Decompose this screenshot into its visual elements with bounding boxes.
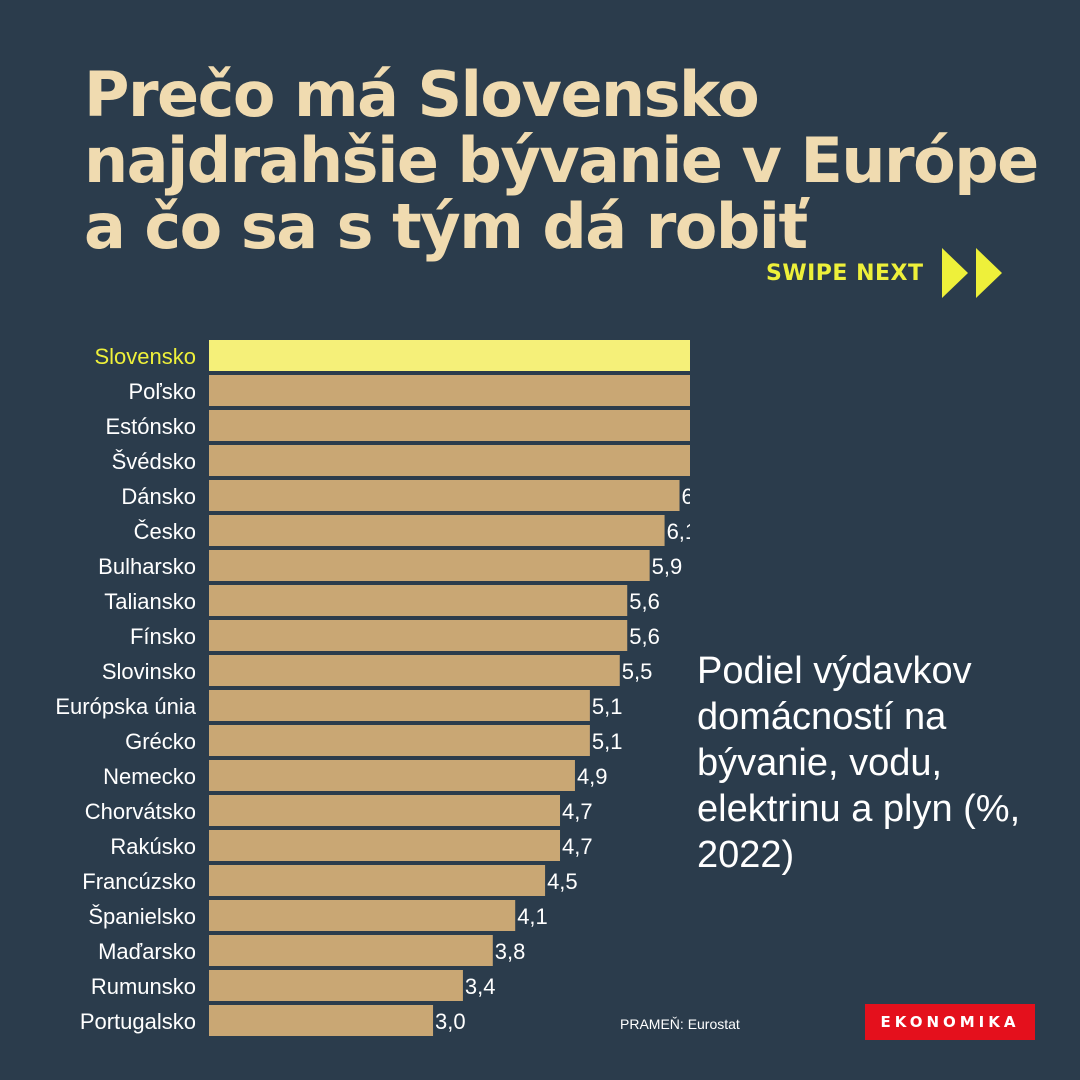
category-label-15: Rakúsko — [110, 834, 196, 859]
category-label-19: Rumunsko — [91, 974, 196, 999]
brand-logo: EKONOMIKA — [865, 1004, 1035, 1040]
category-label-5: Dánsko — [121, 484, 196, 509]
bar-10 — [209, 655, 620, 686]
swipe-next-button[interactable]: SWIPE NEXT — [766, 248, 1002, 298]
category-label-1: Slovensko — [94, 344, 196, 369]
bar-19 — [209, 970, 463, 1001]
category-label-14: Chorvátsko — [85, 799, 196, 824]
category-label-7: Bulharsko — [98, 554, 196, 579]
headline-line-1: Prečo má Slovensko — [84, 58, 760, 131]
bar-8 — [209, 585, 628, 616]
category-label-13: Nemecko — [103, 764, 196, 789]
bar-4 — [209, 445, 690, 476]
category-label-8: Taliansko — [104, 589, 196, 614]
value-label-12: 5,1 — [592, 729, 623, 754]
value-label-13: 4,9 — [577, 764, 608, 789]
value-label-19: 3,4 — [465, 974, 496, 999]
bar-3 — [209, 410, 690, 441]
headline-line-3: a čo sa s tým dá robiť — [84, 190, 808, 263]
category-label-16: Francúzsko — [82, 869, 196, 894]
double-chevron-right-icon — [941, 248, 1002, 298]
value-label-20: 3,0 — [435, 1009, 466, 1034]
bar-7 — [209, 550, 650, 581]
headline: Prečo má Slovensko najdrahšie bývanie v … — [84, 58, 1039, 263]
bar-5 — [209, 480, 680, 511]
value-label-14: 4,7 — [562, 799, 593, 824]
bar-20 — [209, 1005, 434, 1036]
bar-17 — [209, 900, 516, 931]
bar-9 — [209, 620, 628, 651]
category-label-2: Poľsko — [128, 379, 196, 404]
swipe-next-label: SWIPE NEXT — [766, 260, 924, 286]
value-label-10: 5,5 — [622, 659, 653, 684]
value-label-5: 6,3 — [682, 484, 690, 509]
bar-1 — [209, 340, 690, 371]
value-label-9: 5,6 — [629, 624, 660, 649]
chart-description: Podiel výdavkov domácností na bývanie, v… — [697, 650, 1021, 876]
bar-6 — [209, 515, 665, 546]
category-label-20: Portugalsko — [80, 1009, 196, 1034]
bar-18 — [209, 935, 493, 966]
category-label-3: Estónsko — [106, 414, 197, 439]
bar-chart: Slovensko7,9Poľsko7,8Estónsko7,1Švédsko6… — [55, 340, 690, 1036]
value-label-18: 3,8 — [495, 939, 526, 964]
bar-12 — [209, 725, 590, 756]
category-label-10: Slovinsko — [102, 659, 196, 684]
source-note: PRAMEŇ: Eurostat — [620, 1016, 740, 1032]
category-label-17: Španielsko — [88, 904, 196, 929]
source-value: Eurostat — [687, 1016, 740, 1032]
category-label-18: Maďarsko — [98, 939, 196, 964]
headline-line-2: najdrahšie bývanie v Európe — [84, 124, 1039, 197]
bar-16 — [209, 865, 546, 896]
category-label-12: Grécko — [125, 729, 196, 754]
category-label-4: Švédsko — [112, 449, 196, 474]
value-label-17: 4,1 — [517, 904, 548, 929]
source-label: PRAMEŇ: — [620, 1016, 684, 1032]
category-label-6: Česko — [134, 519, 196, 544]
value-label-8: 5,6 — [629, 589, 660, 614]
category-label-9: Fínsko — [130, 624, 196, 649]
bar-14 — [209, 795, 561, 826]
category-label-11: Európska únia — [55, 694, 196, 719]
value-label-11: 5,1 — [592, 694, 623, 719]
value-label-6: 6,1 — [667, 519, 690, 544]
bar-11 — [209, 690, 590, 721]
bar-15 — [209, 830, 561, 861]
bar-2 — [209, 375, 690, 406]
value-label-15: 4,7 — [562, 834, 593, 859]
value-label-7: 5,9 — [652, 554, 683, 579]
value-label-16: 4,5 — [547, 869, 578, 894]
bar-13 — [209, 760, 575, 791]
